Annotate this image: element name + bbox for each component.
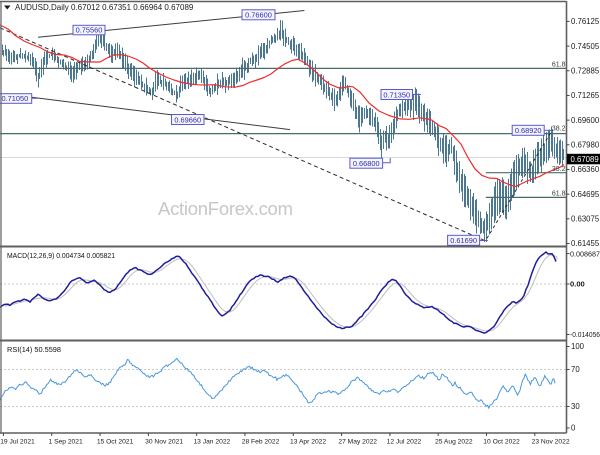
svg-text:61.8: 61.8 (552, 191, 566, 198)
svg-text:19 Jul 2021: 19 Jul 2021 (0, 439, 35, 446)
svg-text:0.64695: 0.64695 (571, 190, 600, 199)
svg-text:0.008687: 0.008687 (570, 249, 600, 258)
svg-text:38.2: 38.2 (552, 126, 566, 133)
svg-text:0: 0 (571, 424, 576, 433)
svg-text:15 Oct 2021: 15 Oct 2021 (97, 439, 134, 446)
svg-text:0.61455: 0.61455 (571, 239, 600, 248)
svg-text:100: 100 (571, 342, 585, 351)
svg-text:ActionForex.com: ActionForex.com (158, 198, 293, 219)
svg-text:25 Aug 2022: 25 Aug 2022 (435, 439, 473, 446)
svg-text:0.67089: 0.67089 (571, 155, 599, 164)
svg-text:13 Jan 2022: 13 Jan 2022 (193, 439, 230, 446)
svg-text:AUDUSD,Daily 0.67012 0.67351: AUDUSD,Daily 0.67012 0.67351 0.66964 0.6… (15, 3, 194, 12)
svg-text:23 Nov 2022: 23 Nov 2022 (532, 439, 570, 446)
svg-text:0.67980: 0.67980 (571, 141, 600, 150)
svg-text:70: 70 (571, 365, 580, 374)
svg-text:30: 30 (571, 402, 580, 411)
svg-text:0.61690: 0.61690 (450, 236, 477, 245)
svg-text:0.71265: 0.71265 (571, 91, 600, 100)
svg-text:0.68920: 0.68920 (515, 126, 542, 135)
svg-text:1 Sep 2021: 1 Sep 2021 (49, 439, 83, 446)
svg-text:0.71350: 0.71350 (383, 90, 410, 99)
svg-text:0.69660: 0.69660 (174, 115, 201, 124)
svg-text:27 May 2022: 27 May 2022 (338, 439, 377, 446)
svg-text:0.74505: 0.74505 (571, 42, 600, 51)
svg-text:0.76125: 0.76125 (571, 17, 600, 26)
svg-text:RSI(14) 50.5598: RSI(14) 50.5598 (7, 346, 61, 354)
svg-text:28 Feb 2022: 28 Feb 2022 (242, 439, 280, 446)
svg-text:30 Nov 2021: 30 Nov 2021 (145, 439, 183, 446)
svg-text:0.69600: 0.69600 (571, 116, 600, 125)
svg-text:38.2: 38.2 (552, 166, 566, 173)
svg-text:0.71050: 0.71050 (1, 94, 28, 103)
svg-text:0.72885: 0.72885 (571, 66, 600, 75)
svg-text:61.8: 61.8 (552, 62, 566, 69)
svg-text:12 Jul 2022: 12 Jul 2022 (387, 439, 422, 446)
svg-text:13 Apr 2022: 13 Apr 2022 (290, 439, 326, 446)
svg-text:0.63075: 0.63075 (571, 215, 600, 224)
svg-text:0.76600: 0.76600 (245, 11, 272, 20)
svg-text:-0.014056: -0.014056 (570, 330, 600, 339)
svg-text:0.66800: 0.66800 (353, 159, 380, 168)
svg-text:0.66360: 0.66360 (571, 165, 600, 174)
svg-text:10 Oct 2022: 10 Oct 2022 (483, 439, 520, 446)
svg-text:MACD(12,26,9) 0.004734 0.00582: MACD(12,26,9) 0.004734 0.005821 (7, 252, 115, 260)
svg-text:0.00: 0.00 (570, 280, 585, 289)
svg-text:0.75560: 0.75560 (76, 26, 103, 35)
